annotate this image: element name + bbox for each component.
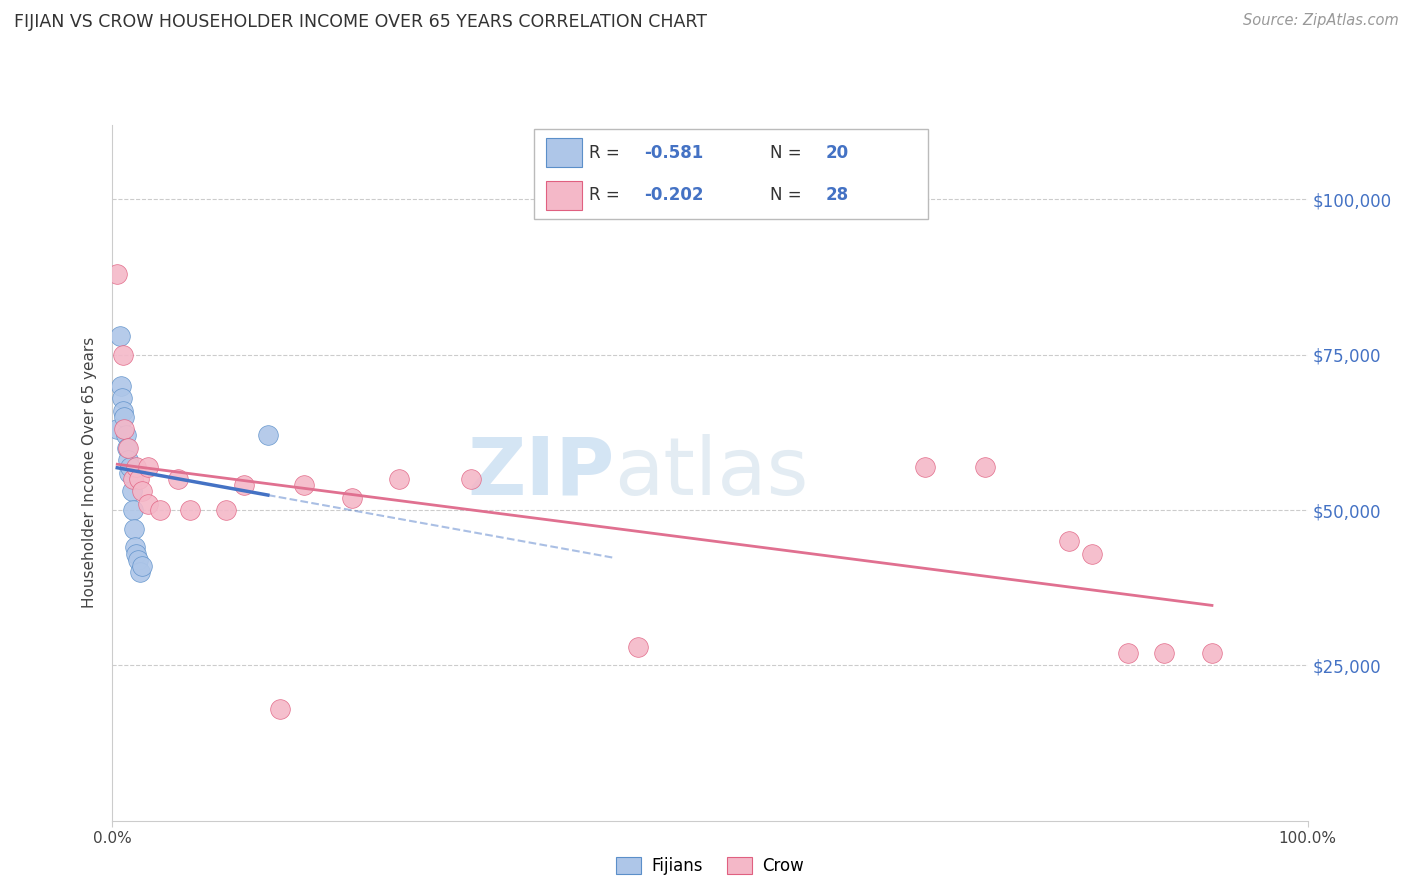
Point <box>627 640 650 654</box>
Text: N =: N = <box>770 186 807 204</box>
Bar <box>546 181 582 210</box>
Point <box>167 472 190 486</box>
Point <box>105 267 128 281</box>
Point <box>1153 646 1175 660</box>
Legend: Fijians, Crow: Fijians, Crow <box>609 850 811 882</box>
Point <box>131 558 153 573</box>
Point <box>127 552 149 567</box>
Point <box>115 441 138 455</box>
Point <box>124 541 146 555</box>
FancyBboxPatch shape <box>534 129 928 219</box>
Point <box>149 503 172 517</box>
Point <box>1081 547 1104 561</box>
Point <box>117 453 139 467</box>
Point <box>215 503 238 517</box>
Text: FIJIAN VS CROW HOUSEHOLDER INCOME OVER 65 YEARS CORRELATION CHART: FIJIAN VS CROW HOUSEHOLDER INCOME OVER 6… <box>14 13 707 31</box>
Point <box>118 466 141 480</box>
Text: -0.581: -0.581 <box>644 144 704 161</box>
Point <box>125 547 148 561</box>
Point <box>121 472 143 486</box>
Text: Source: ZipAtlas.com: Source: ZipAtlas.com <box>1243 13 1399 29</box>
Point <box>1116 646 1139 660</box>
Text: 28: 28 <box>825 186 849 204</box>
Point <box>1201 646 1223 660</box>
Point <box>114 409 135 424</box>
Point <box>112 403 135 417</box>
Point <box>1057 534 1080 549</box>
Point <box>292 478 315 492</box>
Point <box>129 565 152 579</box>
Point <box>138 459 160 474</box>
Point <box>973 459 995 474</box>
Point <box>121 503 143 517</box>
Point <box>110 378 132 392</box>
Bar <box>546 138 582 167</box>
Point <box>179 503 201 517</box>
Point <box>232 478 256 492</box>
Text: 20: 20 <box>825 144 849 161</box>
Point <box>128 472 150 486</box>
Y-axis label: Householder Income Over 65 years: Householder Income Over 65 years <box>82 337 97 608</box>
Text: ZIP: ZIP <box>467 434 614 512</box>
Point <box>108 329 131 343</box>
Point <box>114 428 136 442</box>
Point <box>460 472 482 486</box>
Point <box>114 422 135 436</box>
Point <box>131 484 153 499</box>
Text: R =: R = <box>589 144 626 161</box>
Point <box>125 459 148 474</box>
Point <box>117 441 139 455</box>
Point <box>914 459 936 474</box>
Point <box>120 459 142 474</box>
Point <box>388 472 411 486</box>
Point <box>269 702 291 716</box>
Text: R =: R = <box>589 186 626 204</box>
Text: atlas: atlas <box>614 434 808 512</box>
Point <box>257 428 280 442</box>
Point <box>340 491 363 505</box>
Point <box>121 484 143 499</box>
Point <box>112 348 135 362</box>
Point <box>111 391 134 405</box>
Text: -0.202: -0.202 <box>644 186 704 204</box>
Text: N =: N = <box>770 144 807 161</box>
Point <box>105 422 128 436</box>
Point <box>122 522 145 536</box>
Point <box>138 497 160 511</box>
